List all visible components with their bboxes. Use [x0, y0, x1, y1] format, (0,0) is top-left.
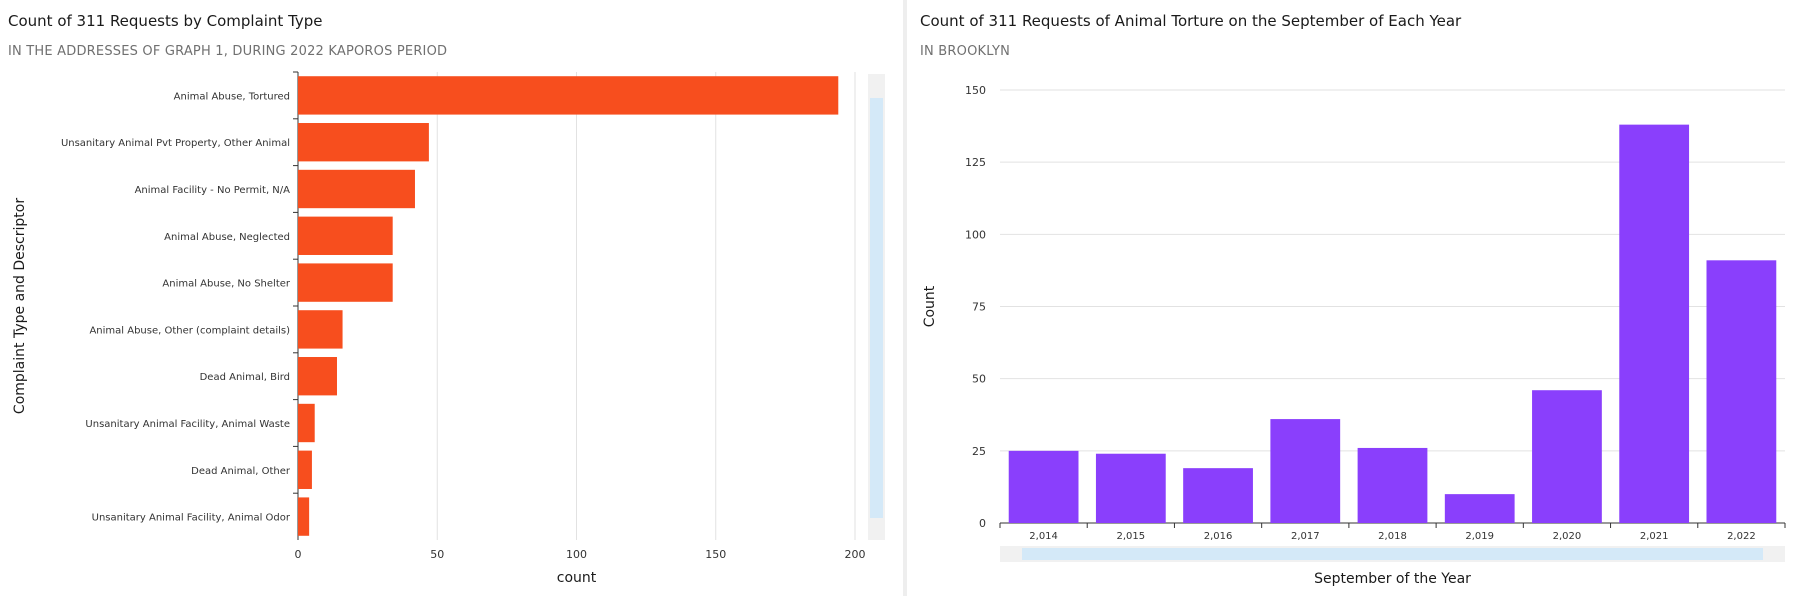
- bar[interactable]: [1183, 468, 1253, 523]
- x-axis-title: count: [557, 570, 597, 586]
- right-chart-panel: Count of 311 Requests of Animal Torture …: [910, 0, 1805, 596]
- y-tick-label: 25: [972, 445, 986, 458]
- y-tick-label: 50: [972, 373, 986, 386]
- y-category-label: Unsanitary Animal Facility, Animal Waste: [85, 419, 290, 430]
- x-axis-title: September of the Year: [1314, 571, 1471, 587]
- bar[interactable]: [298, 263, 393, 302]
- x-category-label: 2,022: [1727, 531, 1756, 542]
- bar[interactable]: [298, 357, 337, 396]
- bar[interactable]: [1095, 453, 1166, 523]
- bar[interactable]: [298, 123, 429, 162]
- bar[interactable]: [1357, 447, 1428, 523]
- bar[interactable]: [298, 76, 839, 115]
- x-category-label: 2,015: [1117, 531, 1146, 542]
- bar[interactable]: [298, 497, 310, 536]
- scrollbar-thumb[interactable]: [1022, 548, 1763, 560]
- y-category-label: Dead Animal, Bird: [200, 372, 290, 383]
- y-axis-title: Complaint Type and Descriptor: [12, 198, 28, 414]
- x-tick-label: 100: [566, 548, 587, 561]
- x-category-label: 2,018: [1378, 531, 1407, 542]
- y-category-label: Unsanitary Animal Facility, Animal Odor: [92, 513, 291, 524]
- bar[interactable]: [298, 216, 393, 255]
- bar[interactable]: [1532, 390, 1602, 523]
- y-category-label: Animal Abuse, Other (complaint details): [89, 325, 290, 336]
- x-category-label: 2,016: [1204, 531, 1233, 542]
- bar[interactable]: [298, 310, 343, 349]
- left-chart-subtitle: IN THE ADDRESSES OF GRAPH 1, DURING 2022…: [8, 44, 448, 59]
- bar[interactable]: [298, 403, 315, 443]
- right-chart-subtitle: IN BROOKLYN: [920, 44, 1011, 59]
- right-bar-chart: 0 25 50 75 100 125 150 2,014 2,015 2,016 2,017 2,01…: [922, 84, 1786, 587]
- bar[interactable]: [1706, 260, 1777, 523]
- y-axis-title: Count: [922, 285, 938, 327]
- bar[interactable]: [1008, 450, 1079, 523]
- y-category-label: Animal Abuse, Neglected: [164, 232, 290, 243]
- x-category-label: 2,021: [1640, 531, 1669, 542]
- bar[interactable]: [1619, 124, 1690, 523]
- y-category-label: Animal Abuse, No Shelter: [162, 279, 290, 290]
- right-chart-title: Count of 311 Requests of Animal Torture …: [920, 12, 1462, 30]
- left-bar-chart: 0 50 100 150 200 Animal Abuse, Tortured Unsani…: [12, 71, 885, 586]
- x-tick-label: 50: [430, 548, 444, 561]
- panel-divider: [903, 0, 907, 596]
- bar[interactable]: [298, 450, 312, 489]
- x-tick-label: 150: [705, 548, 726, 561]
- scrollbar-thumb[interactable]: [870, 98, 883, 518]
- y-category-label: Animal Abuse, Tortured: [174, 91, 290, 102]
- y-tick-label: 125: [965, 156, 986, 169]
- x-tick-label: 200: [845, 548, 866, 561]
- x-category-label: 2,017: [1291, 531, 1320, 542]
- x-category-label: 2,019: [1465, 531, 1494, 542]
- x-category-label: 2,020: [1553, 531, 1582, 542]
- y-tick-label: 150: [965, 84, 986, 97]
- y-category-label: Unsanitary Animal Pvt Property, Other An…: [61, 138, 290, 149]
- y-category-label: Animal Facility - No Permit, N/A: [135, 185, 291, 196]
- left-chart-title: Count of 311 Requests by Complaint Type: [8, 12, 323, 30]
- y-category-label: Dead Animal, Other: [191, 466, 291, 477]
- x-tick-label: 0: [295, 548, 302, 561]
- bar[interactable]: [1444, 494, 1515, 523]
- y-tick-label: 100: [965, 228, 986, 241]
- bar[interactable]: [298, 169, 415, 209]
- y-tick-label: 0: [979, 517, 986, 530]
- bar[interactable]: [1270, 419, 1341, 523]
- y-tick-label: 75: [972, 301, 986, 314]
- x-category-label: 2,014: [1029, 531, 1058, 542]
- left-chart-panel: Count of 311 Requests by Complaint Type …: [0, 0, 900, 596]
